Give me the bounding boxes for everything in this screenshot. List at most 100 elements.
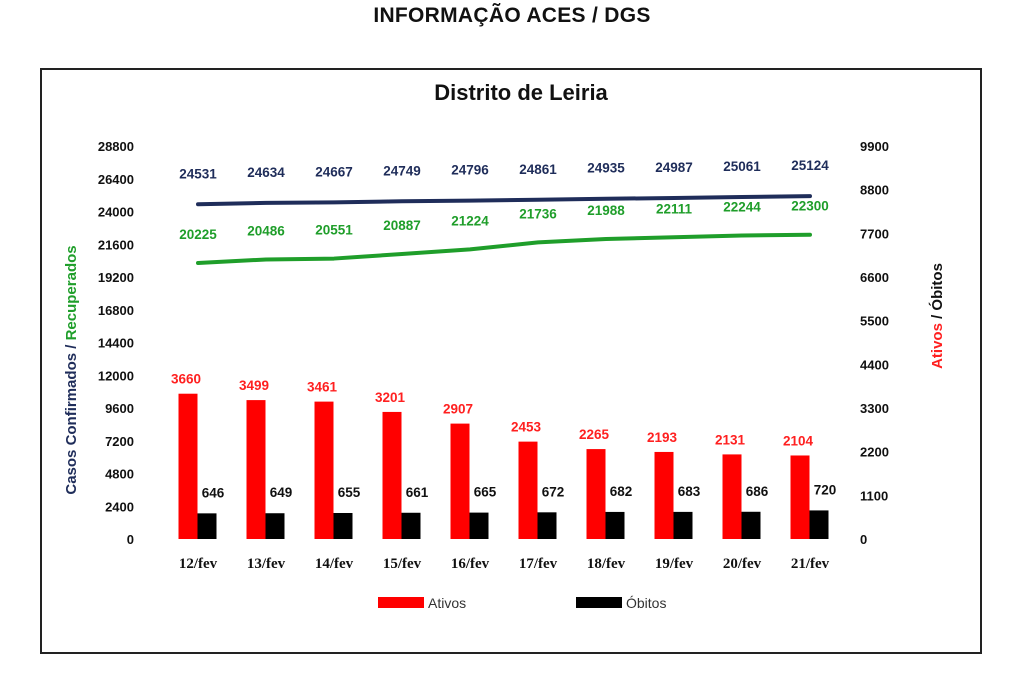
line-confirmados <box>196 194 812 207</box>
right-tick-label: 7700 <box>860 226 889 241</box>
bar-ativos <box>586 449 606 539</box>
data-label-confirmados: 24987 <box>655 160 693 175</box>
left-tick-label: 28800 <box>98 139 134 154</box>
bar-obitos <box>469 512 489 539</box>
chart-svg: Distrito de Leiria 024004800720096001200… <box>63 80 946 611</box>
data-label-obitos: 655 <box>338 485 361 500</box>
data-label-recuperados: 21224 <box>451 213 489 228</box>
right-tick-label: 3300 <box>860 401 889 416</box>
bar-obitos <box>197 513 217 539</box>
left-tick-label: 2400 <box>105 499 134 514</box>
category-label: 16/fev <box>451 556 490 572</box>
right-axis-title: Ativos / Óbitos <box>928 263 946 369</box>
category-label: 20/fev <box>723 556 762 572</box>
data-label-recuperados: 22244 <box>723 199 761 214</box>
data-label-obitos: 646 <box>202 485 225 500</box>
bar-ativos <box>518 441 538 539</box>
category-label: 19/fev <box>655 556 694 572</box>
left-tick-label: 26400 <box>98 172 134 187</box>
bar-obitos <box>265 513 285 539</box>
right-tick-label: 6600 <box>860 270 889 285</box>
bar-obitos <box>673 511 693 539</box>
right-tick-label: 9900 <box>860 139 889 154</box>
data-label-confirmados: 24861 <box>519 162 557 177</box>
left-tick-label: 24000 <box>98 205 134 220</box>
data-label-confirmados: 24667 <box>315 164 353 179</box>
left-axis-title-confirmados: Casos Confirmados <box>63 353 80 495</box>
data-label-obitos: 661 <box>406 485 429 500</box>
right-axis-title-ativos: Ativos <box>929 323 946 369</box>
data-label-ativos: 2104 <box>783 433 814 448</box>
data-label-ativos: 2265 <box>579 427 610 442</box>
bar-obitos <box>605 511 625 539</box>
chart-legend: Ativos Óbitos <box>378 595 666 611</box>
right-tick-label: 5500 <box>860 314 889 329</box>
left-tick-label: 14400 <box>98 336 134 351</box>
data-label-ativos: 2193 <box>647 430 678 445</box>
category-label: 12/fev <box>179 556 218 572</box>
legend-swatch-obitos <box>576 597 622 608</box>
data-label-confirmados: 24749 <box>383 163 421 178</box>
data-label-confirmados: 25061 <box>723 159 761 174</box>
chart-title: Distrito de Leiria <box>434 80 608 105</box>
data-label-ativos: 2907 <box>443 402 473 417</box>
category-label: 13/fev <box>247 556 286 572</box>
data-label-confirmados: 24531 <box>179 166 217 181</box>
data-label-ativos: 3499 <box>239 378 269 393</box>
category-label: 21/fev <box>791 556 830 572</box>
data-label-recuperados: 22111 <box>656 201 693 216</box>
left-tick-label: 19200 <box>98 270 134 285</box>
left-tick-label: 21600 <box>98 237 134 252</box>
data-label-ativos: 2453 <box>511 420 542 435</box>
bar-ativos <box>654 451 674 539</box>
left-tick-label: 4800 <box>105 467 134 482</box>
right-tick-label: 4400 <box>860 357 889 372</box>
bar-obitos <box>401 512 421 539</box>
bar-ativos <box>178 393 198 539</box>
data-label-recuperados: 20486 <box>247 223 285 238</box>
bar-obitos <box>809 510 829 539</box>
left-axis-title-separator: / <box>63 340 80 353</box>
bar-ativos <box>722 454 742 539</box>
bar-obitos <box>741 511 761 539</box>
right-axis-title-separator: / <box>929 311 946 324</box>
data-label-obitos: 686 <box>746 484 769 499</box>
legend-label-ativos: Ativos <box>428 595 466 611</box>
data-label-obitos: 672 <box>542 484 565 499</box>
data-label-obitos: 683 <box>678 484 701 499</box>
left-axis-title-recuperados: Recuperados <box>63 245 80 340</box>
data-label-confirmados: 25124 <box>791 158 829 173</box>
bar-ativos <box>790 455 810 539</box>
legend-label-obitos: Óbitos <box>626 595 666 611</box>
bar-ativos <box>246 400 266 539</box>
data-label-obitos: 720 <box>814 482 837 497</box>
bar-ativos <box>450 423 470 539</box>
category-label: 18/fev <box>587 556 626 572</box>
data-label-ativos: 3660 <box>171 372 201 387</box>
data-label-recuperados: 21736 <box>519 206 557 221</box>
page-title: INFORMAÇÃO ACES / DGS <box>373 4 651 27</box>
bar-obitos <box>537 512 557 539</box>
data-label-recuperados: 20551 <box>315 223 353 238</box>
line-recuperados <box>196 232 812 266</box>
data-label-recuperados: 21988 <box>587 203 625 218</box>
data-label-recuperados: 20225 <box>179 227 217 242</box>
data-label-ativos: 2131 <box>715 432 746 447</box>
data-label-obitos: 682 <box>610 484 633 499</box>
right-tick-label: 2200 <box>860 445 889 460</box>
data-label-recuperados: 22300 <box>791 199 829 214</box>
data-label-confirmados: 24935 <box>587 161 625 176</box>
data-label-confirmados: 24634 <box>247 165 285 180</box>
data-label-recuperados: 20887 <box>383 218 421 233</box>
category-label: 15/fev <box>383 556 422 572</box>
left-tick-label: 0 <box>127 532 134 547</box>
data-label-ativos: 3201 <box>375 390 406 405</box>
right-tick-label: 1100 <box>860 488 888 503</box>
right-axis-title-obitos: Óbitos <box>928 263 946 311</box>
legend-swatch-ativos <box>378 597 424 608</box>
right-tick-label: 8800 <box>860 183 889 198</box>
category-label: 17/fev <box>519 556 558 572</box>
left-tick-label: 12000 <box>98 368 134 383</box>
data-label-confirmados: 24796 <box>451 163 489 178</box>
left-tick-label: 7200 <box>105 434 134 449</box>
